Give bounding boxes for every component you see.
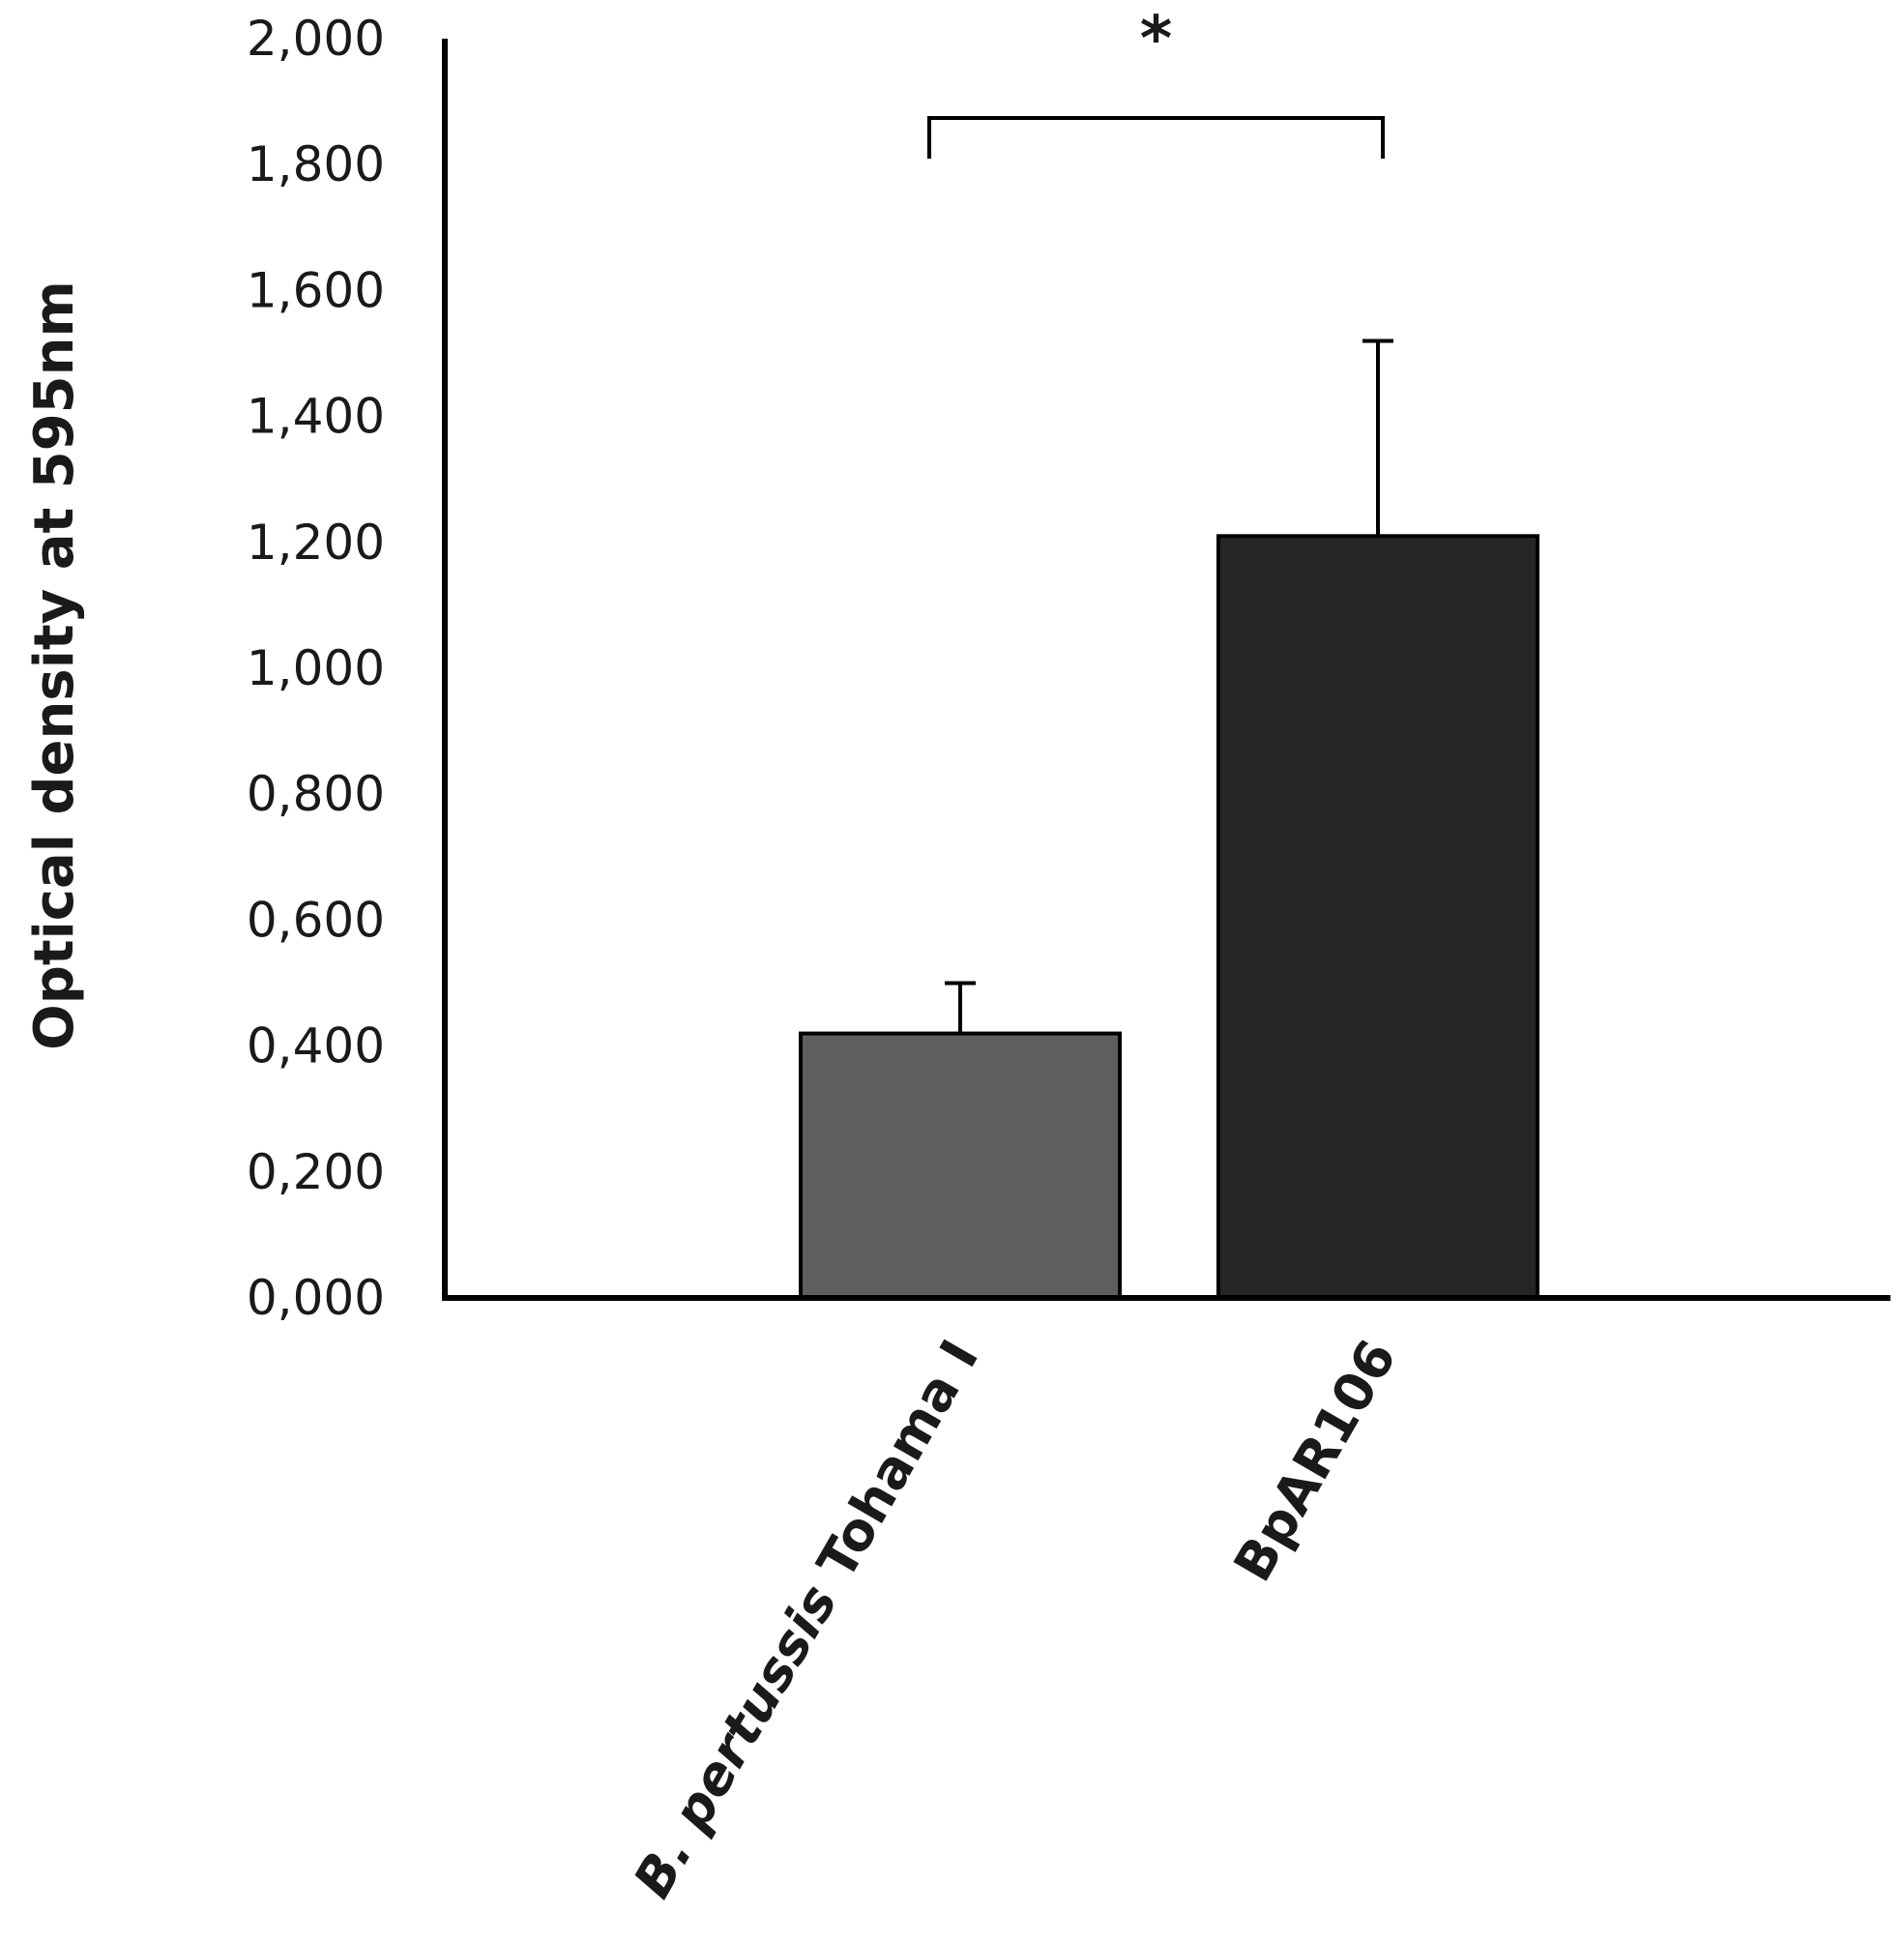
- y-tick-label: 0,000: [247, 1270, 385, 1326]
- y-tick-label: 2,000: [247, 11, 385, 67]
- error-bar: [945, 981, 976, 1034]
- y-tick-label: 1,800: [247, 136, 385, 192]
- axes: [442, 39, 1890, 1301]
- error-bars: [945, 339, 1393, 1034]
- y-tick-label: 0,200: [247, 1144, 385, 1200]
- category-label: BpAR106: [1222, 1330, 1409, 1591]
- category-labels: B. pertussis Tohama I BpAR106: [622, 1330, 1408, 1908]
- y-tick-labels: 0,000 0,200 0,400 0,600 0,800 1,000 1,200 1,400…: [247, 11, 385, 1326]
- y-tick-label: 1,000: [247, 640, 385, 696]
- bar: [1216, 534, 1539, 1300]
- y-tick-label: 0,400: [247, 1018, 385, 1075]
- significance-bracket: *: [927, 4, 1385, 159]
- y-tick-label: 1,200: [247, 515, 385, 571]
- significance-label: *: [1140, 4, 1172, 75]
- bars: [799, 534, 1539, 1300]
- bar: [799, 1031, 1122, 1300]
- category-label: B. pertussis Tohama I: [622, 1330, 990, 1908]
- y-axis-title: Optical density at 595nm: [23, 280, 86, 1050]
- y-tick-label: 1,400: [247, 389, 385, 445]
- error-bar: [1362, 339, 1393, 537]
- y-tick-label: 0,800: [247, 766, 385, 822]
- y-tick-label: 1,600: [247, 262, 385, 318]
- y-tick-label: 0,600: [247, 892, 385, 948]
- significance-bracket-line: [927, 116, 1385, 159]
